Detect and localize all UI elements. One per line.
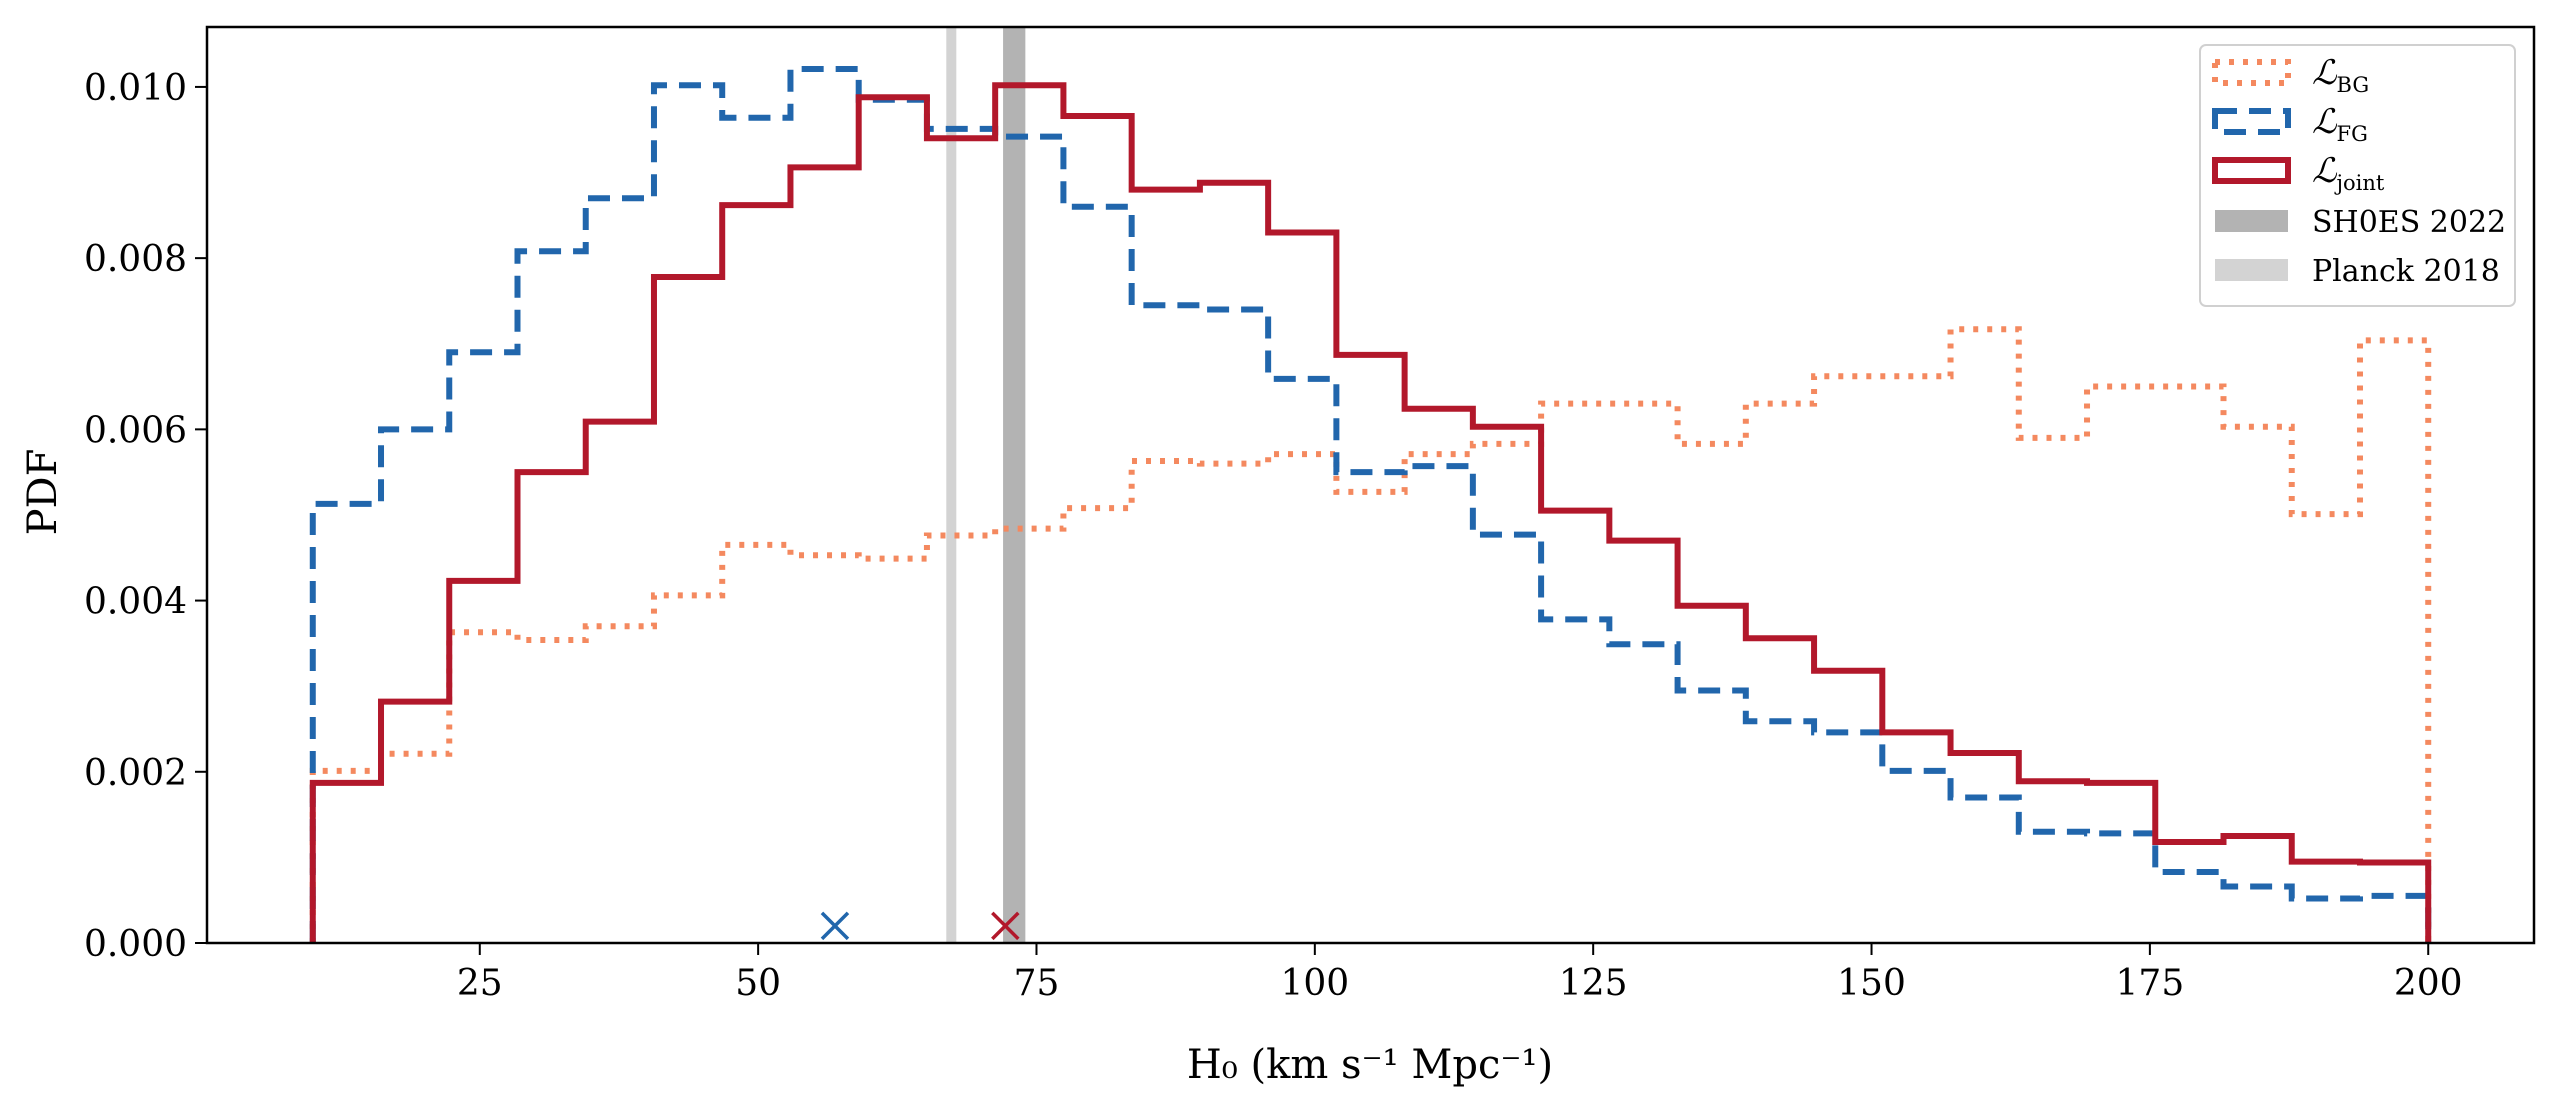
y-tick-label: 0.010 — [84, 68, 187, 109]
series-l-fg — [309, 65, 2432, 943]
legend-label: SH0ES 2022 — [2312, 205, 2506, 240]
y-axis-ticks: 0.000 0.002 0.004 0.006 0.008 0.010 — [84, 68, 207, 965]
legend: ℒBG ℒFG ℒjoint SH0ES 2022 Planck 2018 — [2199, 44, 2516, 307]
x-tick-label: 125 — [1559, 963, 1628, 1004]
legend-box — [2199, 44, 2516, 307]
legend-label: ℒjoint — [2312, 151, 2385, 195]
legend-label: ℒFG — [2312, 102, 2368, 146]
y-tick-label: 0.006 — [84, 410, 187, 451]
histogram-series — [309, 65, 2432, 943]
legend-swatch — [2215, 259, 2288, 281]
x-tick-label: 175 — [2116, 963, 2185, 1004]
legend-swatch — [2212, 157, 2291, 184]
series-l-joint — [309, 82, 2432, 943]
legend-label: Planck 2018 — [2312, 254, 2500, 289]
series-l-bg — [309, 326, 2432, 943]
legend-label: ℒBG — [2312, 53, 2369, 97]
y-tick-label: 0.000 — [84, 924, 187, 965]
plot-frame — [205, 25, 2536, 945]
y-tick-label: 0.002 — [84, 753, 187, 794]
y-tick-label: 0.004 — [84, 582, 187, 623]
y-axis-label: PDF — [20, 449, 66, 536]
x-tick-label: 75 — [1014, 963, 1060, 1004]
x-marker — [991, 911, 1020, 941]
x-axis-ticks: 25 50 75 100 125 150 175 200 — [457, 943, 2463, 1004]
x-tick-label: 150 — [1837, 963, 1906, 1004]
band-sh0es-2022 — [1003, 27, 1026, 943]
band-planck-2018 — [946, 27, 957, 943]
legend-swatch — [2212, 108, 2291, 135]
y-tick-label: 0.008 — [84, 239, 187, 280]
legend-swatch — [2212, 59, 2291, 86]
estimate-markers — [820, 911, 1020, 941]
x-tick-label: 25 — [457, 963, 503, 1004]
x-axis-label: H₀ (km s⁻¹ Mpc⁻¹) — [1187, 1042, 1553, 1088]
x-marker — [820, 911, 850, 941]
legend-swatch — [2215, 210, 2288, 232]
x-tick-label: 50 — [735, 963, 781, 1004]
x-tick-label: 200 — [2394, 963, 2463, 1004]
reference-bands — [946, 27, 1026, 943]
x-tick-label: 100 — [1280, 963, 1349, 1004]
